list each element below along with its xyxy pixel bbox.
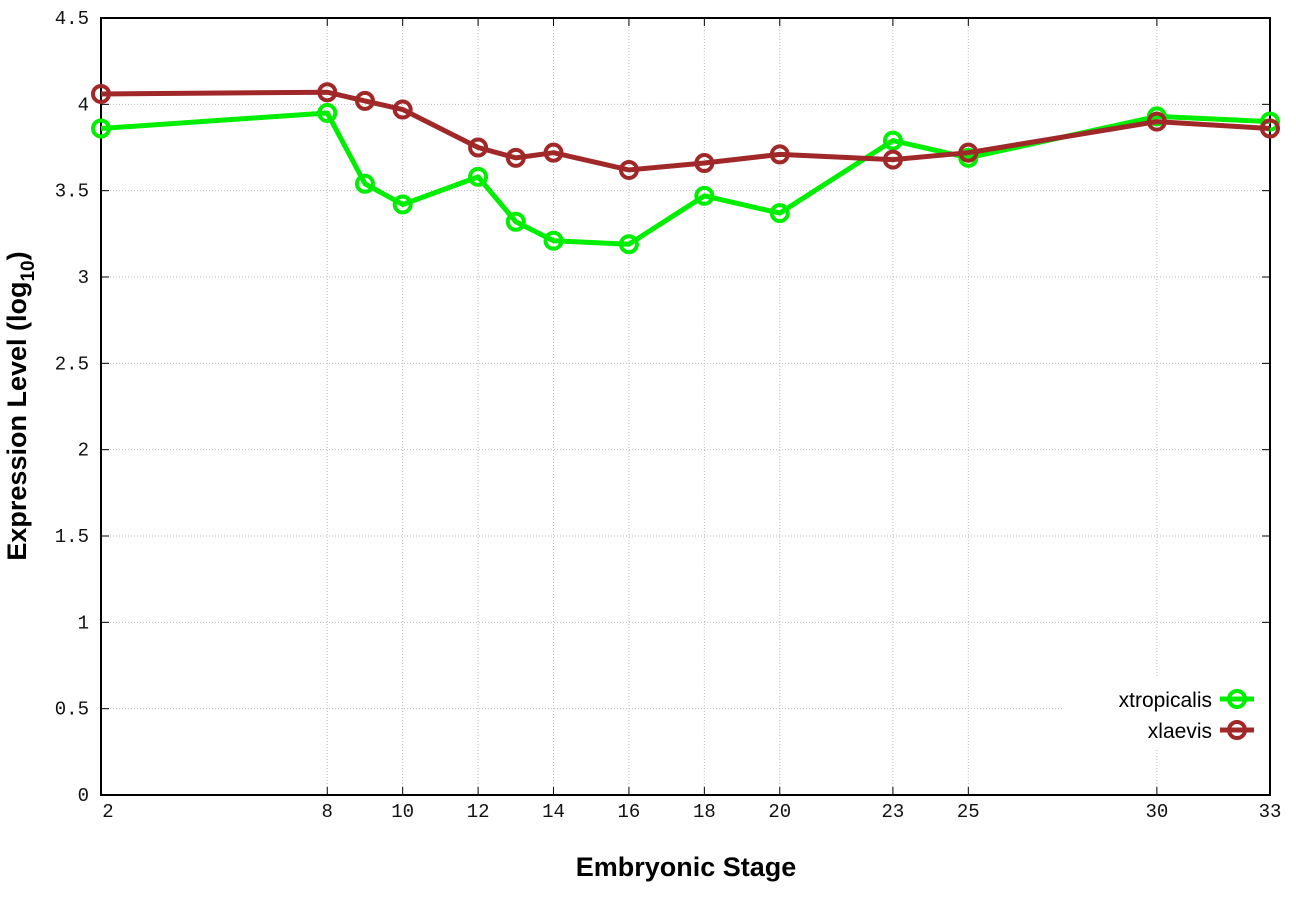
data-point-xtropicalis	[694, 185, 715, 206]
y-tick-label: 2	[78, 440, 89, 462]
y-axis-label: Expression Level (log10)	[2, 251, 39, 560]
x-tick-label: 30	[1145, 801, 1168, 823]
data-point-xlaevis	[543, 142, 564, 163]
data-point-xtropicalis	[769, 203, 790, 224]
legend: xtropicalis xlaevis	[1119, 689, 1254, 743]
data-point-xlaevis	[392, 99, 413, 120]
legend-label-xtropicalis: xtropicalis	[1119, 689, 1212, 712]
y-tick-label: 3.5	[55, 181, 89, 203]
data-point-xtropicalis	[468, 166, 489, 187]
data-point-xtropicalis	[882, 130, 903, 151]
y-tick-label: 1.5	[55, 526, 89, 548]
x-axis-ticks: 2 8 10 12 14 16 18 20 23 25 30 33	[100, 18, 1282, 823]
y-tick-label: 4.5	[55, 8, 89, 30]
data-point-xlaevis	[618, 159, 639, 180]
legend-label-xlaevis: xlaevis	[1148, 720, 1212, 743]
data-point-xlaevis	[958, 142, 979, 163]
x-tick-label: 10	[391, 801, 414, 823]
y-tick-label: 1	[78, 612, 89, 634]
x-tick-label: 14	[542, 801, 565, 823]
x-tick-label: 25	[957, 801, 980, 823]
data-point-xlaevis	[1260, 118, 1280, 139]
x-tick-label: 16	[618, 801, 641, 823]
y-tick-label: 0.5	[55, 699, 89, 721]
y-tick-label: 3	[78, 267, 89, 289]
x-tick-label: 33	[1259, 801, 1282, 823]
data-point-xtropicalis	[1260, 111, 1280, 132]
y-tick-label: 2.5	[55, 353, 89, 375]
x-axis-label: Embryonic Stage	[576, 852, 797, 882]
plot-frame	[100, 17, 1271, 796]
x-tick-label: 12	[467, 801, 490, 823]
data-point-xlaevis	[91, 83, 111, 104]
data-point-xlaevis	[505, 147, 526, 168]
data-point-xtropicalis	[317, 102, 338, 123]
series-xlaevis	[91, 82, 1280, 180]
data-point-xlaevis	[468, 137, 489, 158]
y-tick-label: 0	[78, 785, 89, 807]
data-point-xtropicalis	[618, 234, 639, 255]
data-point-xlaevis	[769, 144, 790, 165]
series-group	[91, 82, 1280, 255]
data-point-xlaevis	[694, 153, 715, 174]
x-tick-label: 20	[768, 801, 791, 823]
data-point-xlaevis	[354, 90, 375, 111]
data-point-xtropicalis	[392, 194, 413, 215]
data-point-xtropicalis	[543, 230, 564, 251]
series-xtropicalis	[91, 102, 1280, 255]
y-axis-label-close: )	[2, 251, 32, 260]
x-tick-label: 18	[693, 801, 716, 823]
data-point-xtropicalis	[354, 173, 375, 194]
y-axis-label-subscript: 10	[18, 260, 39, 281]
data-point-xlaevis	[317, 82, 338, 103]
y-axis-ticks: 0 0.5 1 1.5 2 2.5 3 3.5 4 4.5	[55, 8, 1270, 807]
data-point-xlaevis	[1146, 111, 1167, 132]
x-tick-label: 23	[881, 801, 904, 823]
data-point-xtropicalis	[505, 211, 526, 232]
legend-marker-xlaevis	[1227, 720, 1247, 740]
y-axis-label-main: Expression Level (log	[2, 282, 32, 561]
data-point-xlaevis	[882, 149, 903, 170]
x-tick-label: 2	[102, 801, 113, 823]
y-tick-label: 4	[78, 94, 89, 116]
legend-marker-xtropicalis	[1227, 689, 1247, 709]
data-point-xtropicalis	[91, 118, 111, 139]
x-tick-label: 8	[322, 801, 333, 823]
